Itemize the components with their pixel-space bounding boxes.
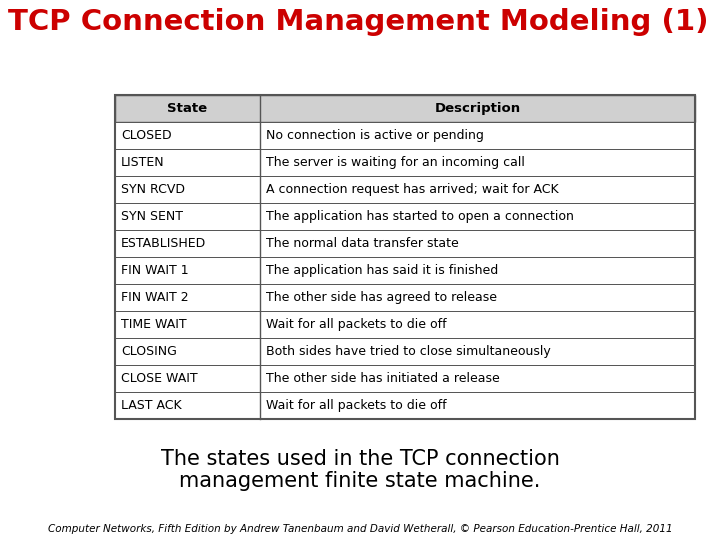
Text: Description: Description <box>434 102 521 115</box>
Bar <box>115 176 260 203</box>
Text: CLOSING: CLOSING <box>121 345 177 358</box>
Text: A connection request has arrived; wait for ACK: A connection request has arrived; wait f… <box>266 183 559 196</box>
Bar <box>260 338 695 365</box>
Text: The normal data transfer state: The normal data transfer state <box>266 237 459 250</box>
Bar <box>260 122 695 149</box>
Bar <box>115 230 260 257</box>
Text: ESTABLISHED: ESTABLISHED <box>121 237 206 250</box>
Text: No connection is active or pending: No connection is active or pending <box>266 129 484 142</box>
Bar <box>115 122 260 149</box>
Text: The states used in the TCP connection: The states used in the TCP connection <box>161 449 559 469</box>
Bar <box>115 392 260 419</box>
Bar <box>260 284 695 311</box>
Text: State: State <box>168 102 207 115</box>
Text: The server is waiting for an incoming call: The server is waiting for an incoming ca… <box>266 156 525 169</box>
Text: TCP Connection Management Modeling (1): TCP Connection Management Modeling (1) <box>8 8 708 36</box>
Text: The other side has initiated a release: The other side has initiated a release <box>266 372 500 385</box>
Bar <box>115 311 260 338</box>
Bar <box>115 95 695 419</box>
Text: management finite state machine.: management finite state machine. <box>179 471 541 491</box>
Bar <box>115 338 260 365</box>
Bar <box>115 257 260 284</box>
Text: SYN SENT: SYN SENT <box>121 210 183 223</box>
Text: Computer Networks, Fifth Edition by Andrew Tanenbaum and David Wetherall, © Pear: Computer Networks, Fifth Edition by Andr… <box>48 524 672 534</box>
Bar <box>260 149 695 176</box>
Text: Wait for all packets to die off: Wait for all packets to die off <box>266 318 446 331</box>
Text: FIN WAIT 2: FIN WAIT 2 <box>121 291 189 304</box>
Text: SYN RCVD: SYN RCVD <box>121 183 185 196</box>
Bar <box>115 284 260 311</box>
Bar <box>115 95 695 122</box>
Text: FIN WAIT 1: FIN WAIT 1 <box>121 264 189 277</box>
Text: LAST ACK: LAST ACK <box>121 399 181 412</box>
Bar <box>260 176 695 203</box>
Text: TIME WAIT: TIME WAIT <box>121 318 186 331</box>
Text: The application has said it is finished: The application has said it is finished <box>266 264 498 277</box>
Bar <box>260 392 695 419</box>
Bar <box>260 203 695 230</box>
Text: The application has started to open a connection: The application has started to open a co… <box>266 210 574 223</box>
Text: Wait for all packets to die off: Wait for all packets to die off <box>266 399 446 412</box>
Bar <box>260 311 695 338</box>
Bar <box>115 365 260 392</box>
Text: LISTEN: LISTEN <box>121 156 165 169</box>
Bar <box>260 257 695 284</box>
Bar <box>115 203 260 230</box>
Bar <box>115 149 260 176</box>
Text: CLOSE WAIT: CLOSE WAIT <box>121 372 197 385</box>
Text: The other side has agreed to release: The other side has agreed to release <box>266 291 497 304</box>
Bar <box>260 365 695 392</box>
Text: Both sides have tried to close simultaneously: Both sides have tried to close simultane… <box>266 345 551 358</box>
Bar <box>260 230 695 257</box>
Text: CLOSED: CLOSED <box>121 129 171 142</box>
